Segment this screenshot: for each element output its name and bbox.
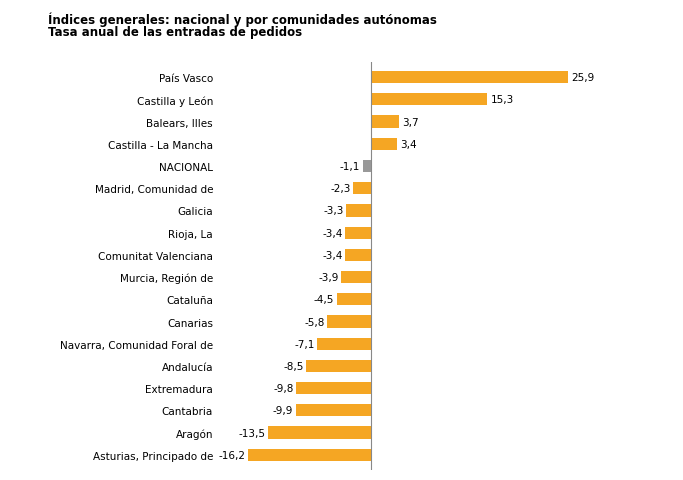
Bar xyxy=(345,227,371,239)
Text: -5,8: -5,8 xyxy=(304,317,324,327)
Bar xyxy=(306,360,371,372)
Text: -2,3: -2,3 xyxy=(331,184,351,194)
Bar xyxy=(353,183,371,195)
Bar xyxy=(268,427,371,439)
Text: 25,9: 25,9 xyxy=(571,73,594,83)
Text: -3,4: -3,4 xyxy=(322,251,343,260)
Text: -16,2: -16,2 xyxy=(219,450,245,460)
Text: -13,5: -13,5 xyxy=(239,428,266,438)
Bar xyxy=(363,160,371,173)
Bar xyxy=(247,449,371,461)
Text: Tasa anual de las entradas de pedidos: Tasa anual de las entradas de pedidos xyxy=(48,26,302,39)
Bar xyxy=(296,405,371,417)
Bar xyxy=(326,316,371,328)
Text: -7,1: -7,1 xyxy=(294,339,315,349)
Bar xyxy=(337,294,371,306)
Bar xyxy=(296,382,371,395)
Bar xyxy=(345,249,371,262)
Text: -3,9: -3,9 xyxy=(318,273,339,282)
Bar xyxy=(317,338,371,350)
Bar xyxy=(371,138,397,151)
Text: 3,7: 3,7 xyxy=(402,117,419,127)
Bar xyxy=(346,205,371,217)
Text: Índices generales: nacional y por comunidades autónomas: Índices generales: nacional y por comuni… xyxy=(48,12,436,26)
Bar xyxy=(371,72,568,84)
Text: -3,4: -3,4 xyxy=(322,228,343,238)
Text: -8,5: -8,5 xyxy=(283,361,304,371)
Bar xyxy=(371,116,399,128)
Bar xyxy=(371,94,488,106)
Bar xyxy=(342,271,371,284)
Text: 15,3: 15,3 xyxy=(490,95,514,105)
Text: -3,3: -3,3 xyxy=(323,206,344,216)
Text: -1,1: -1,1 xyxy=(340,162,360,172)
Text: 3,4: 3,4 xyxy=(400,140,417,149)
Text: -9,9: -9,9 xyxy=(273,406,293,416)
Text: -4,5: -4,5 xyxy=(314,295,335,305)
Text: -9,8: -9,8 xyxy=(274,384,294,393)
